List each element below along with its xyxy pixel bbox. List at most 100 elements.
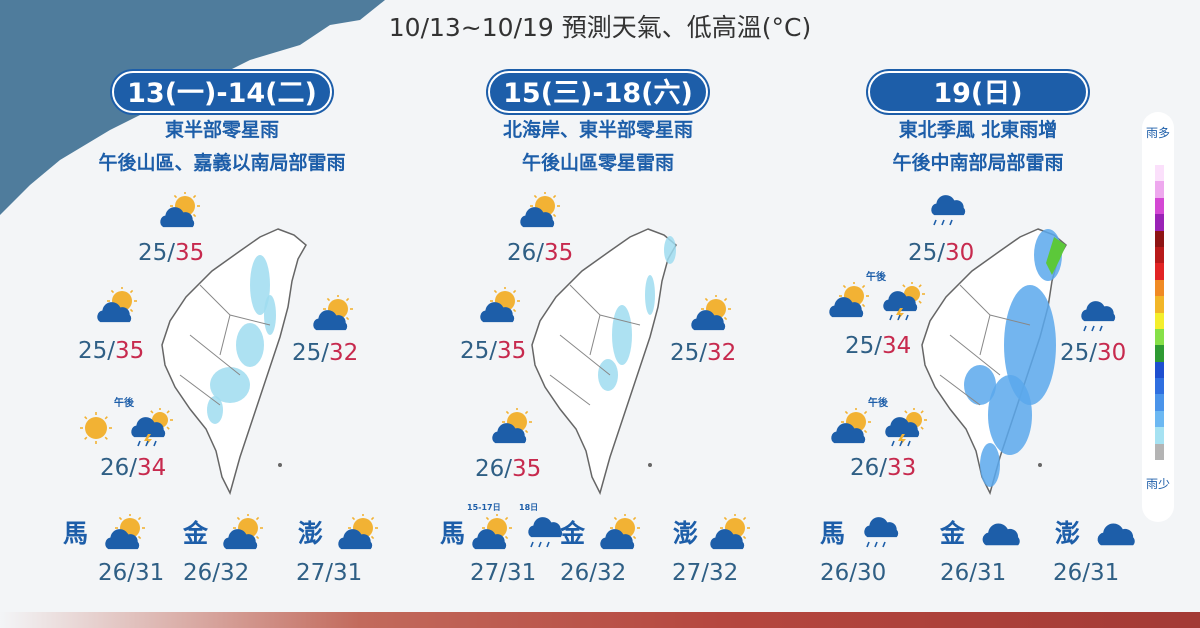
high-temp: 32	[597, 560, 627, 586]
date-range-pill: 15(三)-18(六)	[488, 71, 708, 113]
sun-cloud-icon	[520, 192, 560, 228]
high-temp: 35	[544, 240, 574, 266]
high-temp: 30	[857, 560, 887, 586]
low-temp: 25	[1060, 340, 1090, 366]
temperature-range: 25/35	[78, 338, 145, 364]
weather-icons	[922, 192, 970, 232]
high-temp: 35	[115, 338, 145, 364]
island-weather-icons	[1090, 514, 1138, 554]
high-temp: 35	[497, 338, 527, 364]
high-temp: 30	[945, 240, 975, 266]
sun-cloud-icon	[480, 287, 520, 323]
high-temp: 34	[137, 455, 167, 481]
cloud-icon	[982, 523, 1020, 546]
rain-icon	[528, 517, 563, 548]
page-title: 10/13~10/19 預測天氣、低高溫(°C)	[388, 13, 812, 42]
island-name: 金	[940, 519, 966, 548]
weather-icons	[515, 192, 563, 232]
legend-swatch	[1155, 165, 1164, 182]
sun-cloud-icon	[691, 295, 731, 331]
date-range-pill: 19(日)	[868, 71, 1088, 113]
island-name: 金	[560, 519, 586, 548]
weather-icons	[155, 192, 203, 232]
forecast-description: 午後中南部局部雷雨	[892, 152, 1064, 174]
legend-swatch	[1155, 312, 1164, 329]
temperature-range: 26/33	[850, 455, 917, 481]
low-temp: 26	[1053, 560, 1083, 586]
island-weather-icons	[333, 514, 381, 554]
cloud-icon	[1097, 523, 1135, 546]
afternoon-note: 午後	[868, 398, 888, 409]
legend-top-label: 雨多	[1146, 126, 1171, 140]
legend-swatch	[1155, 443, 1164, 461]
high-temp: 31	[977, 560, 1007, 586]
legend-swatch	[1155, 394, 1164, 411]
legend-swatch	[1155, 279, 1164, 297]
high-temp: 35	[512, 456, 542, 482]
sun-cloud-icon	[313, 295, 353, 331]
low-temp: 27	[672, 560, 702, 586]
weather-icons	[686, 295, 734, 335]
legend-swatch	[1155, 345, 1164, 362]
legend-swatch	[1155, 328, 1164, 346]
sun-cloud-icon	[492, 408, 532, 444]
legend-swatch	[1155, 378, 1164, 395]
island-temperature: 27/32	[672, 560, 739, 586]
taiwan-rain-map	[921, 228, 1067, 495]
cloud-sun-icon	[829, 282, 869, 318]
high-temp: 32	[709, 560, 739, 586]
high-temp: 31	[507, 560, 537, 586]
legend-swatch	[1155, 230, 1164, 247]
island-name: 馬	[820, 519, 846, 548]
legend-swatch	[1155, 263, 1164, 280]
sun-cloud-icon	[223, 514, 263, 550]
low-temp: 25	[292, 340, 322, 366]
weather-icons	[72, 408, 174, 448]
low-temp: 26	[820, 560, 850, 586]
island-weather-icons	[467, 514, 567, 554]
high-temp: 32	[220, 560, 250, 586]
low-temp: 25	[908, 240, 938, 266]
temperature-range: 25/34	[845, 333, 912, 359]
legend-swatch	[1155, 197, 1164, 215]
cloud-sun-icon	[831, 408, 871, 444]
legend-swatch	[1155, 427, 1164, 444]
island-temperature: 26/31	[940, 560, 1007, 586]
thunderstorm-sun-icon	[883, 282, 925, 321]
weather-icons	[475, 287, 523, 327]
legend-swatch	[1155, 410, 1164, 428]
high-temp: 35	[175, 240, 205, 266]
taiwan-rain-map	[161, 228, 307, 495]
island-weather-icons	[100, 514, 148, 554]
temperature-range: 26/34	[100, 455, 167, 481]
island-name: 澎	[673, 519, 699, 548]
temperature-range: 26/35	[475, 456, 542, 482]
rain-icon	[864, 517, 899, 548]
island-temperature: 26/32	[560, 560, 627, 586]
low-temp: 26	[100, 455, 130, 481]
low-temp: 25	[460, 338, 490, 364]
afternoon-note: 午後	[866, 272, 886, 283]
weather-icons	[487, 408, 535, 448]
forecast-description: 午後山區零星雷雨	[521, 152, 674, 174]
low-temp: 25	[138, 240, 168, 266]
island-weather-icons	[705, 514, 753, 554]
high-temp: 30	[1097, 340, 1127, 366]
island-weather-icons	[975, 514, 1023, 554]
bottom-decoration	[0, 612, 1200, 628]
date-sublabel: 18日	[519, 503, 539, 512]
brush-stroke-decoration	[0, 0, 385, 215]
low-temp: 26	[98, 560, 128, 586]
legend-swatch	[1155, 181, 1164, 198]
low-temp: 25	[670, 340, 700, 366]
legend-color-scale	[1155, 165, 1164, 461]
island-temperature: 26/31	[1053, 560, 1120, 586]
rain-icon	[1081, 301, 1116, 332]
rain-icon	[931, 195, 966, 226]
high-temp: 31	[1090, 560, 1120, 586]
island-temperature: 27/31	[470, 560, 537, 586]
low-temp: 26	[560, 560, 590, 586]
weather-icons	[826, 408, 928, 448]
island-weather-icons	[218, 514, 266, 554]
sun-cloud-icon	[105, 514, 145, 550]
